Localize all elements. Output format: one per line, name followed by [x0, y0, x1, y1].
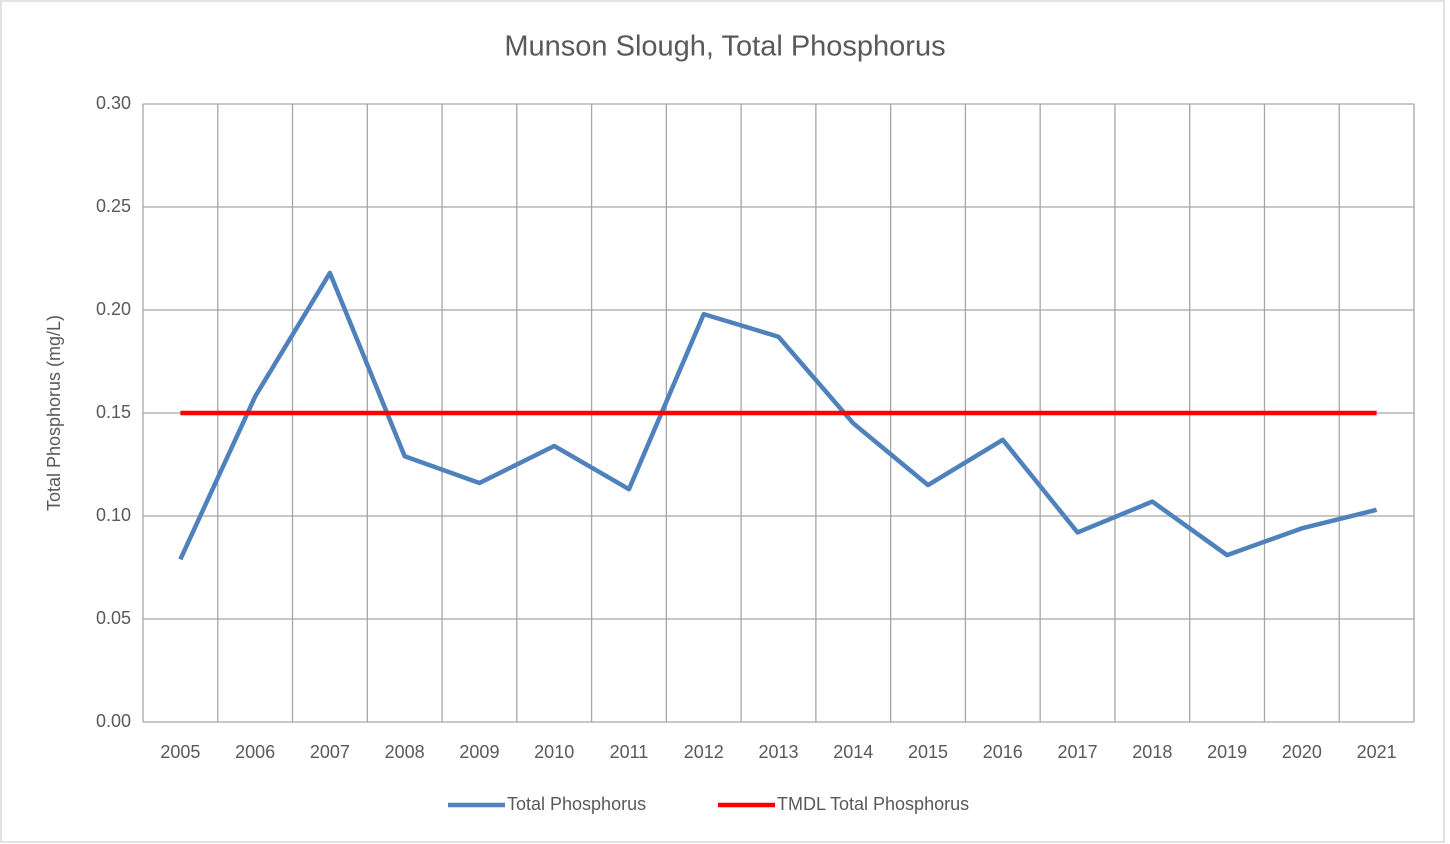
legend-label: TMDL Total Phosphorus: [777, 794, 969, 814]
x-tick-label: 2005: [160, 742, 200, 762]
x-tick-label: 2013: [758, 742, 798, 762]
x-tick-label: 2012: [684, 742, 724, 762]
y-tick-label: 0.25: [96, 196, 131, 216]
y-tick-label: 0.30: [96, 93, 131, 113]
y-tick-label: 0.00: [96, 711, 131, 731]
chart-title: Munson Slough, Total Phosphorus: [504, 31, 945, 63]
x-tick-label: 2015: [908, 742, 948, 762]
y-tick-label: 0.10: [96, 505, 131, 525]
x-tick-label: 2006: [235, 742, 275, 762]
series-line: [178, 270, 1378, 561]
y-tick-label: 0.15: [96, 402, 131, 422]
x-tick-label: 2007: [310, 742, 350, 762]
x-tick-label: 2009: [459, 742, 499, 762]
x-tick-label: 2020: [1282, 742, 1322, 762]
y-tick-label: 0.20: [96, 299, 131, 319]
x-tick-label: 2010: [534, 742, 574, 762]
legend-label: Total Phosphorus: [507, 794, 646, 814]
x-tick-label: 2017: [1058, 742, 1098, 762]
x-tick-label: 2021: [1357, 742, 1397, 762]
y-tick-label: 0.05: [96, 608, 131, 628]
x-tick-label: 2014: [833, 742, 873, 762]
x-tick-label: 2008: [385, 742, 425, 762]
x-tick-label: 2011: [610, 742, 649, 762]
x-tick-label: 2019: [1207, 742, 1247, 762]
x-tick-label: 2018: [1132, 742, 1172, 762]
x-tick-label: 2016: [983, 742, 1023, 762]
y-axis-title: Total Phosphorus (mg/L): [44, 315, 64, 511]
